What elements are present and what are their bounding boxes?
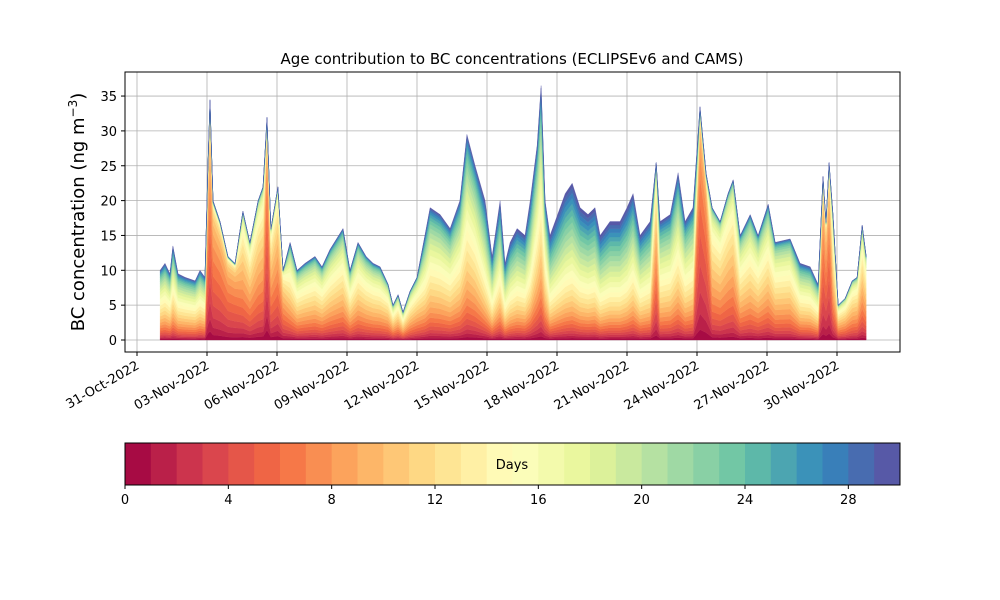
chart-title: Age contribution to BC concentrations (E… (281, 50, 744, 68)
colorbar-segment (693, 443, 720, 485)
x-tick-label: 30-Nov-2022 (762, 358, 842, 413)
colorbar-segment (280, 443, 307, 485)
colorbar (125, 443, 901, 485)
colorbar-segment (486, 443, 513, 485)
colorbar-tick-label: 8 (328, 493, 336, 508)
y-axis-label: BC concentration (ng m−3) (66, 93, 89, 332)
colorbar-tick-label: 28 (840, 493, 857, 508)
colorbar-segment (874, 443, 901, 485)
colorbar-segment (202, 443, 229, 485)
colorbar-segment (435, 443, 462, 485)
colorbar-segment (512, 443, 539, 485)
x-tick-label: 31-Oct-2022 (64, 358, 142, 412)
colorbar-tick-label: 4 (224, 493, 232, 508)
y-tick-label: 20 (100, 195, 117, 210)
colorbar-segment (641, 443, 668, 485)
x-tick-label: 21-Nov-2022 (552, 358, 632, 413)
colorbar-tick-label: 16 (530, 493, 547, 508)
colorbar-tick-label: 20 (633, 493, 650, 508)
x-tick-label: 24-Nov-2022 (622, 358, 702, 413)
colorbar-tick-label: 24 (737, 493, 754, 508)
colorbar-segment (796, 443, 823, 485)
colorbar-segment (460, 443, 488, 485)
colorbar-segment (667, 443, 694, 485)
colorbar-segment (357, 443, 384, 485)
colorbar-segment (176, 443, 203, 485)
colorbar-segment (615, 443, 643, 485)
x-axis: 31-Oct-202203-Nov-202206-Nov-202209-Nov-… (64, 352, 842, 413)
x-tick-label: 09-Nov-2022 (272, 358, 352, 413)
x-tick-label: 18-Nov-2022 (482, 358, 562, 413)
y-tick-label: 0 (109, 334, 117, 349)
y-tick-label: 30 (100, 125, 117, 140)
y-tick-label: 25 (100, 160, 117, 175)
y-tick-label: 5 (109, 299, 117, 314)
plot-frame (124, 71, 901, 353)
x-tick-label: 06-Nov-2022 (202, 358, 282, 413)
colorbar-ticks: 0 4 8 12 16 20 24 28 (121, 485, 857, 508)
colorbar-segment (383, 443, 410, 485)
colorbar-segment (150, 443, 178, 485)
colorbar-segment (770, 443, 798, 485)
colorbar-segment (590, 443, 617, 485)
stacked-areas (159, 85, 867, 341)
y-tick-label: 15 (100, 229, 117, 244)
colorbar-segment (719, 443, 746, 485)
y-tick-label: 10 (100, 264, 117, 279)
colorbar-label: Days (496, 458, 529, 473)
colorbar-segment (745, 443, 772, 485)
colorbar-segment (564, 443, 591, 485)
colorbar-segment (305, 443, 333, 485)
colorbar-frame (124, 442, 901, 486)
x-tick-label: 27-Nov-2022 (692, 358, 772, 413)
colorbar-segment (254, 443, 281, 485)
colorbar-segment (331, 443, 358, 485)
colorbar-segment (848, 443, 875, 485)
x-tick-label: 03-Nov-2022 (132, 358, 212, 413)
y-tick-label: 35 (100, 90, 117, 105)
colorbar-tick-label: 12 (427, 493, 444, 508)
colorbar-segment (125, 443, 152, 485)
y-axis: 0 5 10 15 20 25 30 35 (100, 90, 125, 349)
age-layer-29 (159, 85, 867, 313)
colorbar-segment (409, 443, 436, 485)
colorbar-segment (822, 443, 849, 485)
colorbar-tick-label: 0 (121, 493, 129, 508)
colorbar-segment (228, 443, 255, 485)
colorbar-segment (538, 443, 565, 485)
x-tick-label: 12-Nov-2022 (342, 358, 422, 413)
x-tick-label: 15-Nov-2022 (412, 358, 492, 413)
